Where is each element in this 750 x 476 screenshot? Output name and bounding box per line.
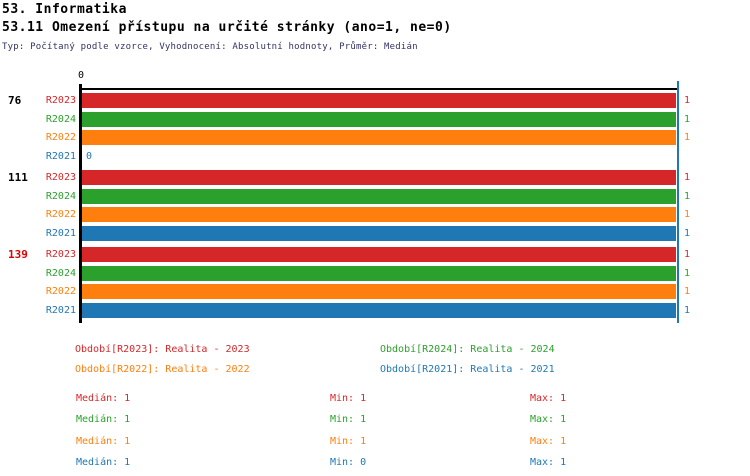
value-label-R2023-139: 1: [684, 249, 691, 260]
meta-line: Typ: Počítaný podle vzorce, Vyhodnocení:…: [2, 42, 418, 52]
value-label-R2024-76: 1: [684, 113, 691, 125]
grouped-bar-chart: 0 76 R2023 1 R2024 1 R2022 1 R2021 0 111 R2023 1 R20…: [8, 70, 691, 323]
row-label-R2021: R2021: [45, 150, 76, 162]
bar-R2021-111: [82, 225, 676, 241]
question-title: 53.11 Omezení přístupu na určité stránky…: [2, 20, 452, 35]
stat-max-R2023: Max: 1: [530, 393, 567, 404]
value-label-R2021-139: 1: [684, 304, 691, 316]
bar-R2023-111: [82, 170, 676, 185]
stat-median-R2022: Medián: 1: [76, 436, 131, 447]
row-label-R2022: R2022: [45, 209, 76, 220]
value-label-R2023-76: 1: [684, 95, 691, 106]
x-axis-top-line: [79, 88, 679, 90]
legend-item-R2024: Období[R2024]: Realita - 2024: [380, 344, 555, 355]
bar-R2024-111: [82, 188, 676, 204]
row-label-R2023: R2023: [45, 172, 76, 183]
bar-R2022-139: [82, 284, 676, 299]
row-label-R2024: R2024: [45, 190, 76, 202]
row-label-R2024: R2024: [45, 267, 76, 279]
group-label-111: 111: [8, 171, 28, 184]
group-label-139: 139: [8, 248, 28, 261]
row-label-R2021: R2021: [45, 227, 76, 239]
median-line: [677, 81, 679, 323]
row-label-R2023: R2023: [45, 95, 76, 106]
bar-R2022-111: [82, 207, 676, 222]
stat-max-R2021: Max: 1: [530, 457, 567, 468]
value-label-R2023-111: 1: [684, 172, 691, 183]
stat-max-R2022: Max: 1: [530, 436, 567, 447]
legend-item-R2022: Období[R2022]: Realita - 2022: [75, 364, 250, 375]
stat-median-R2021: Medián: 1: [76, 457, 131, 468]
row-label-R2021: R2021: [45, 304, 76, 316]
bar-R2024-139: [82, 265, 676, 281]
stat-max-R2024: Max: 1: [530, 414, 567, 425]
row-label-R2024: R2024: [45, 113, 76, 125]
x-axis-zero-tick-label: 0: [77, 70, 85, 81]
bar-R2023-76: [82, 93, 676, 108]
value-label-R2022-111: 1: [684, 209, 691, 220]
bar-R2021-139: [82, 302, 676, 318]
row-label-R2022: R2022: [45, 132, 76, 143]
legend-item-R2021: Období[R2021]: Realita - 2021: [380, 364, 555, 375]
value-label-R2021-76: 0: [86, 150, 93, 162]
stat-min-R2024: Min: 1: [330, 414, 367, 425]
bar-R2023-139: [82, 247, 676, 262]
section-title: 53. Informatika: [2, 2, 127, 17]
row-label-R2022: R2022: [45, 286, 76, 297]
value-label-R2024-111: 1: [684, 190, 691, 202]
y-axis-line: [79, 84, 82, 323]
row-label-R2023: R2023: [45, 249, 76, 260]
stat-min-R2021: Min: 0: [330, 457, 367, 468]
value-label-R2024-139: 1: [684, 267, 691, 279]
bar-R2024-76: [82, 111, 676, 127]
stat-min-R2023: Min: 1: [330, 393, 367, 404]
group-label-76: 76: [8, 94, 22, 107]
bar-R2022-76: [82, 130, 676, 145]
value-label-R2021-111: 1: [684, 227, 691, 239]
value-label-R2022-139: 1: [684, 286, 691, 297]
stat-min-R2022: Min: 1: [330, 436, 367, 447]
stat-median-R2024: Medián: 1: [76, 414, 131, 425]
value-label-R2022-76: 1: [684, 132, 691, 143]
legend-item-R2023: Období[R2023]: Realita - 2023: [75, 344, 250, 355]
stat-median-R2023: Medián: 1: [76, 393, 131, 404]
